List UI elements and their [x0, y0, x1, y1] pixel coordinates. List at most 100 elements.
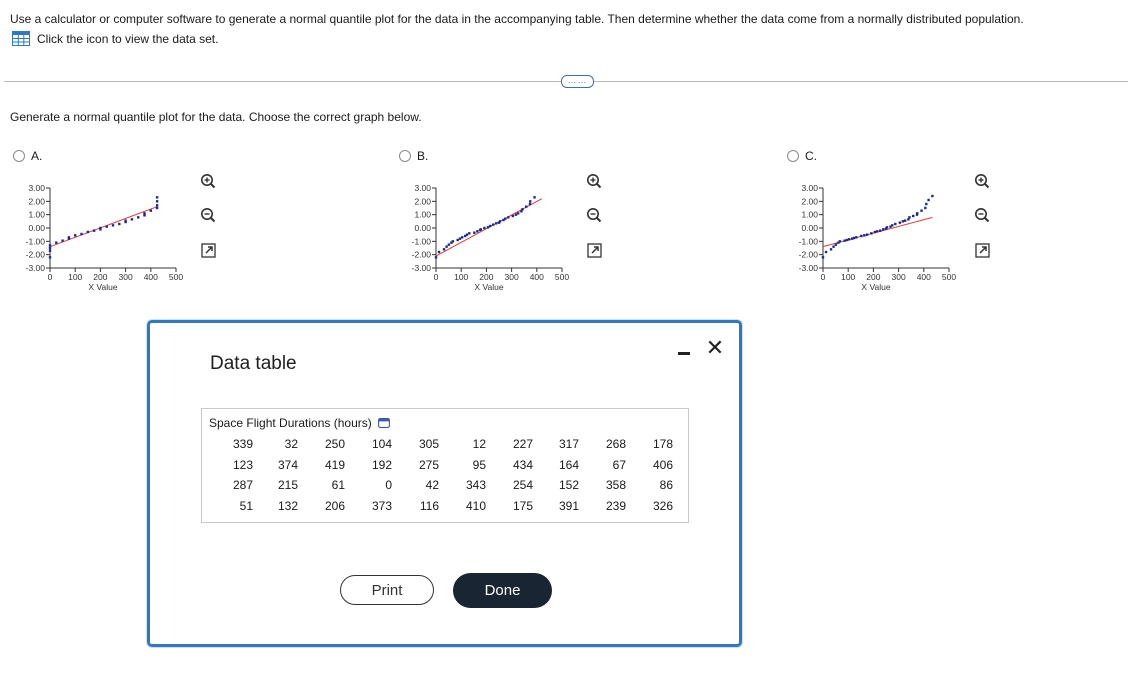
- data-point: [464, 234, 467, 238]
- data-point: [528, 202, 532, 206]
- y-tick-label: -3.00: [412, 263, 432, 273]
- data-point: [891, 224, 894, 227]
- table-cell: 254: [512, 478, 533, 493]
- option-a[interactable]: A.: [13, 149, 42, 163]
- x-tick-label: 400: [917, 272, 931, 282]
- zoom-out-icon: [587, 208, 602, 223]
- y-tick-label: 3.00: [28, 183, 45, 193]
- expand-button-a[interactable]: [198, 240, 218, 260]
- data-point: [832, 245, 835, 248]
- data-point: [927, 198, 930, 202]
- zoom-out-button-b[interactable]: [584, 205, 604, 225]
- zoom-out-button-a[interactable]: [198, 205, 218, 225]
- zoom-in-button-b[interactable]: [584, 171, 604, 191]
- data-point: [488, 224, 492, 228]
- print-button[interactable]: Print: [340, 575, 434, 605]
- zoom-in-icon: [587, 174, 602, 189]
- x-tick-label: 500: [169, 272, 183, 282]
- table-cell: 164: [558, 457, 579, 472]
- zoom-out-icon: [201, 208, 216, 223]
- data-point: [837, 241, 840, 244]
- expand-icon: [586, 242, 602, 258]
- more-button[interactable]: ……: [561, 75, 594, 88]
- dataset-link-text[interactable]: Click the icon to view the data set.: [37, 31, 219, 46]
- data-point: [507, 216, 510, 219]
- option-c-radio[interactable]: [787, 150, 799, 162]
- data-point: [61, 239, 64, 242]
- y-tick-label: 3.00: [801, 183, 818, 193]
- data-point: [915, 213, 919, 216]
- option-b[interactable]: B.: [399, 149, 428, 163]
- table-cell: 339: [232, 437, 253, 452]
- table-icon[interactable]: [12, 31, 30, 46]
- data-point: [479, 228, 483, 231]
- zoom-in-button-c[interactable]: [972, 171, 992, 191]
- dialog-title: Data table: [210, 353, 297, 374]
- question-text: Use a calculator or computer software to…: [10, 12, 1024, 26]
- x-tick-label: 300: [892, 272, 906, 282]
- data-point: [907, 218, 910, 221]
- data-point: [450, 241, 453, 244]
- close-button[interactable]: ✕: [704, 337, 726, 360]
- table-cell: 343: [465, 478, 486, 493]
- data-point: [495, 222, 498, 225]
- data-point: [74, 234, 77, 237]
- zoom-in-button-a[interactable]: [198, 171, 218, 191]
- data-point: [882, 228, 885, 231]
- table-cell: 42: [425, 478, 439, 493]
- option-b-radio[interactable]: [399, 150, 411, 162]
- data-point: [67, 236, 71, 239]
- expand-icon: [974, 242, 990, 258]
- table-cell: 317: [558, 437, 579, 452]
- graph-b: 3.00 2.00 1.00 0.00 -1.00 -2.00 -3.000 100 200 30…: [412, 183, 570, 292]
- x-tick-label: 200: [93, 272, 107, 282]
- data-point: [111, 224, 115, 227]
- option-c[interactable]: C.: [787, 149, 817, 163]
- x-tick-label: 0: [48, 272, 53, 282]
- y-tick-label: 0.00: [28, 223, 45, 233]
- data-point: [873, 230, 877, 234]
- table-cell: 326: [652, 498, 673, 513]
- minimize-button[interactable]: [677, 343, 693, 359]
- expand-button-c[interactable]: [972, 240, 992, 260]
- data-point: [492, 223, 495, 226]
- data-point: [149, 209, 152, 212]
- data-point: [118, 222, 121, 226]
- option-b-label: B.: [417, 149, 429, 163]
- x-axis-label: X Value: [861, 282, 890, 292]
- data-point: [924, 206, 927, 210]
- expand-button-b[interactable]: [584, 240, 604, 260]
- table-caption: Space Flight Durations (hours): [209, 416, 390, 430]
- data-point: [447, 243, 451, 246]
- zoom-out-button-c[interactable]: [972, 205, 992, 225]
- data-point: [894, 222, 897, 226]
- table-row: 123 374 419 192 275 95 434 164 67 406: [209, 455, 673, 476]
- table-cell: 275: [418, 457, 439, 472]
- data-point: [130, 218, 134, 221]
- data-table: 339 32 250 104 305 12 227 317 268 178 123 374 419 192…: [209, 434, 673, 516]
- dataset-link[interactable]: Click the icon to view the data set.: [12, 31, 218, 46]
- data-point: [124, 219, 127, 222]
- data-point: [920, 209, 923, 212]
- table-cell: 51: [239, 498, 253, 513]
- data-point: [901, 220, 905, 223]
- table-cell: 192: [371, 457, 392, 472]
- data-point: [498, 220, 502, 223]
- data-point: [851, 237, 854, 240]
- table-row: 287 215 61 0 42 343 254 152 358 86: [209, 475, 673, 496]
- data-point: [476, 230, 479, 233]
- data-point: [889, 225, 892, 228]
- data-point: [137, 216, 140, 219]
- table-caption-text: Space Flight Durations (hours): [209, 416, 372, 430]
- copy-icon[interactable]: [377, 418, 390, 428]
- done-button[interactable]: Done: [453, 573, 552, 608]
- data-point: [80, 232, 83, 236]
- option-a-radio[interactable]: [13, 150, 25, 162]
- y-tick-label: 2.00: [801, 196, 818, 206]
- zoom-out-icon: [975, 208, 990, 223]
- y-tick-label: -2.00: [26, 250, 46, 260]
- y-tick-label: 2.00: [414, 196, 431, 206]
- x-tick-label: 300: [505, 272, 519, 282]
- y-tick-label: -3.00: [26, 263, 46, 273]
- data-point: [451, 240, 455, 243]
